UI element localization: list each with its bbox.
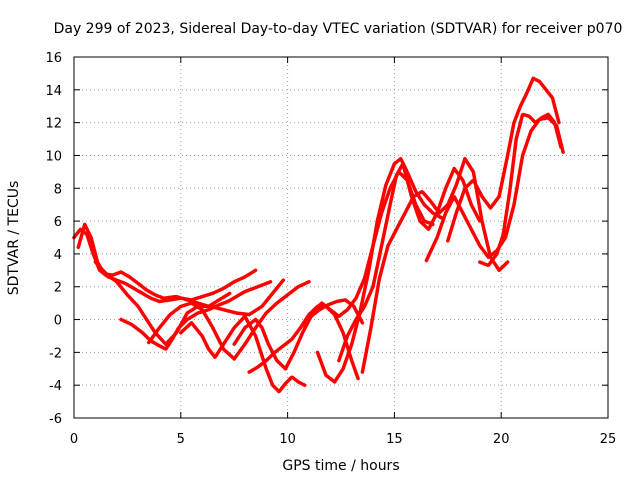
y-tick-label: -4 — [49, 379, 62, 394]
x-axis-label: GPS time / hours — [282, 458, 399, 474]
axis-ticks: 0 5 10 15 20 25 -6 -4 -2 0 2 4 6 8 10 12 14 16 — [45, 51, 616, 447]
series-track-11 — [337, 161, 482, 363]
y-tick-label: -2 — [49, 346, 62, 361]
series-track-12 — [360, 156, 510, 374]
y-tick-label: 10 — [45, 149, 62, 164]
y-tick-label: 12 — [45, 117, 62, 132]
y-tick-label: 8 — [54, 182, 62, 197]
plot-frame — [73, 56, 609, 419]
y-tick-label: 14 — [45, 84, 62, 99]
series-track-6 — [179, 314, 307, 394]
series-track-7 — [232, 298, 365, 371]
series-track-8 — [247, 304, 360, 381]
y-tick-label: 0 — [54, 314, 62, 329]
x-tick-label: 10 — [279, 432, 296, 447]
x-tick-label: 0 — [70, 432, 78, 447]
series-track-2 — [76, 222, 232, 309]
grid-lines — [74, 57, 608, 418]
chart-title: Day 299 of 2023, Sidereal Day-to-day VTE… — [54, 21, 623, 37]
y-axis-label: SDTVAR / TECUs — [6, 181, 22, 296]
x-tick-label: 20 — [493, 432, 510, 447]
data-series-group — [72, 76, 565, 394]
y-tick-label: 2 — [54, 281, 62, 296]
series-track-14 — [446, 76, 561, 243]
y-tick-label: 6 — [54, 215, 62, 230]
y-tick-label: -6 — [49, 412, 62, 427]
y-tick-label: 4 — [54, 248, 62, 263]
x-tick-label: 25 — [600, 432, 617, 447]
x-tick-label: 15 — [386, 432, 403, 447]
series-track-10 — [315, 156, 444, 384]
x-tick-label: 5 — [177, 432, 185, 447]
series-track-5 — [147, 280, 311, 361]
series-track-15 — [478, 112, 563, 268]
y-tick-label: 16 — [45, 51, 62, 66]
